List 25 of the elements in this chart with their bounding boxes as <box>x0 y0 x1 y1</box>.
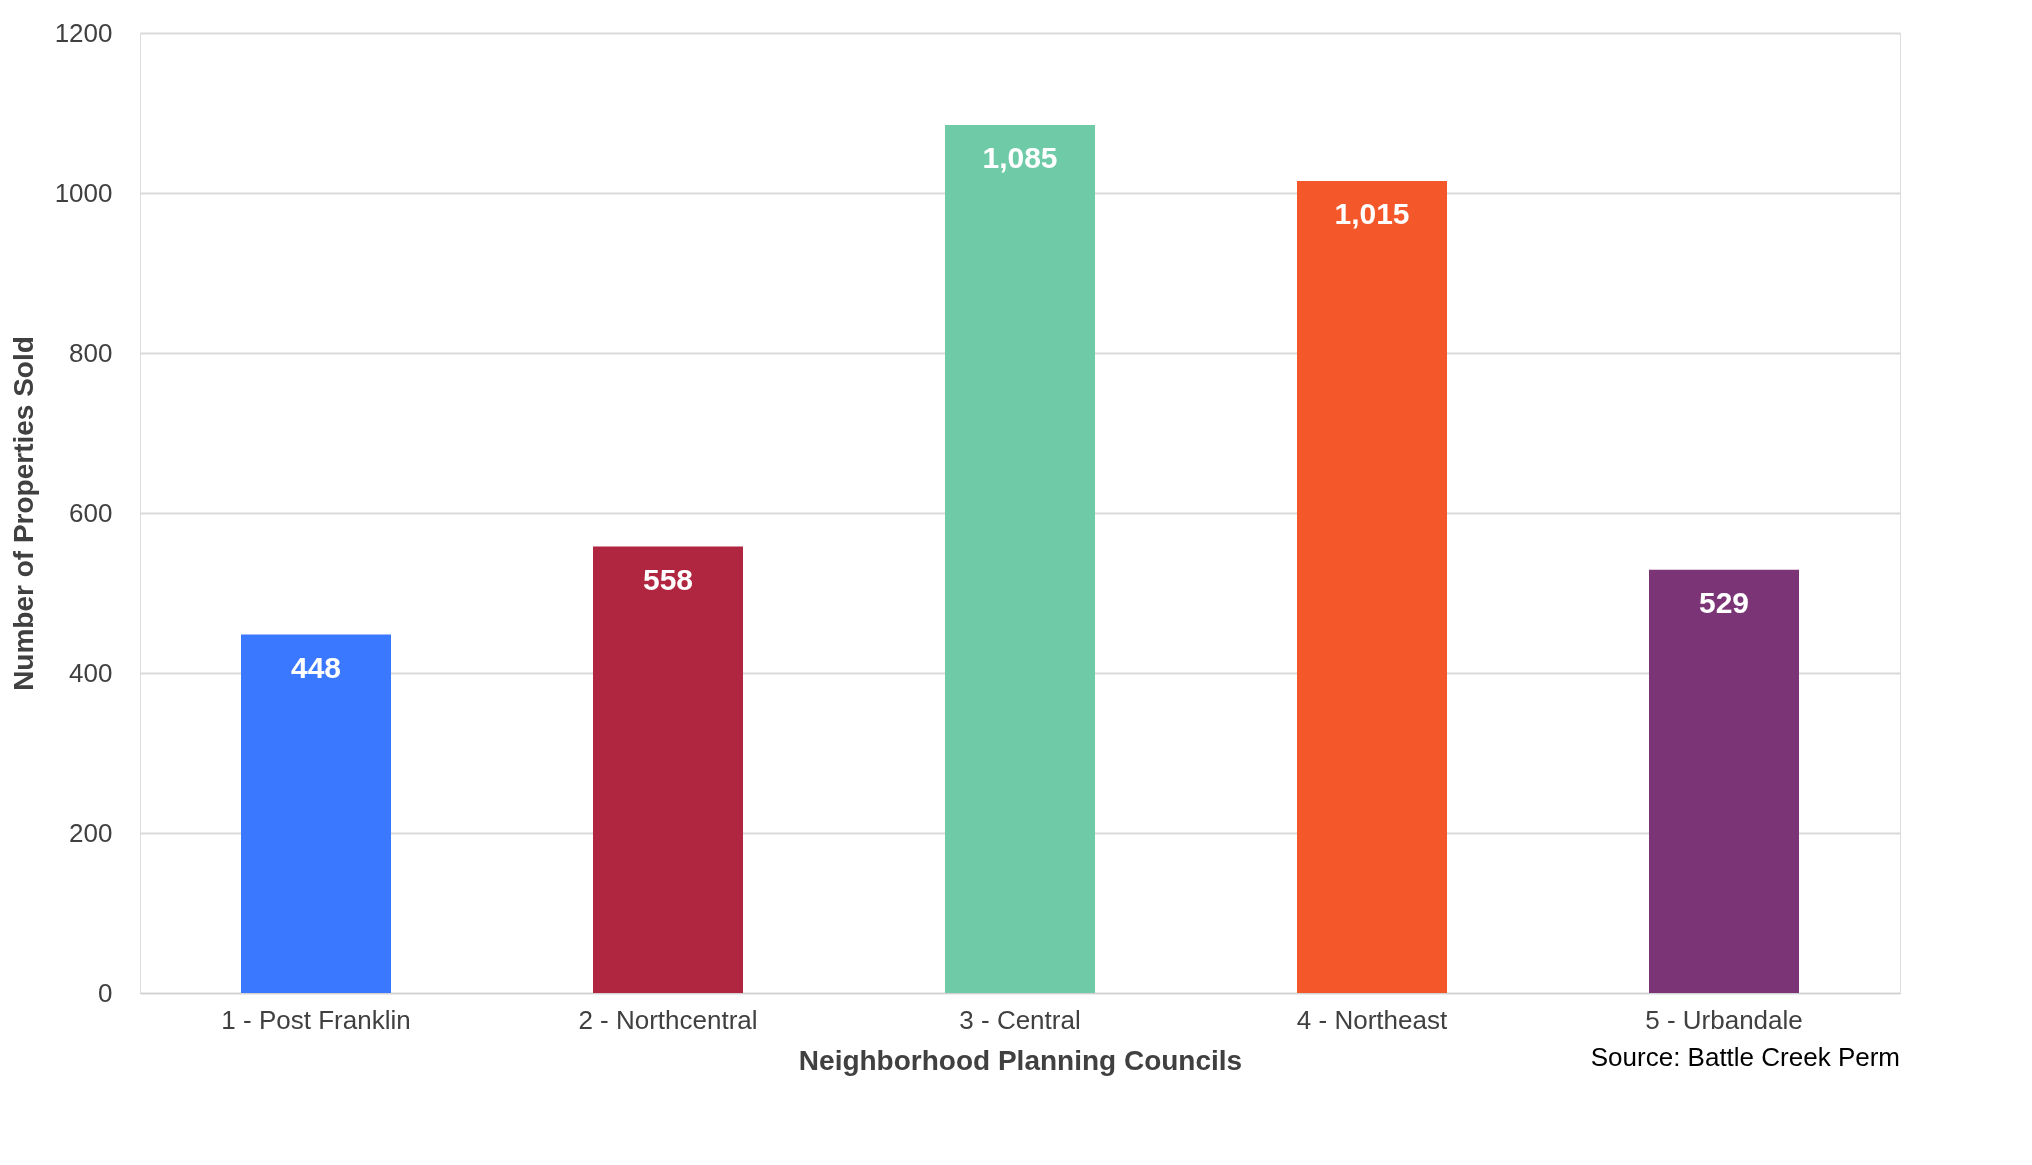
y-tick-label: 400 <box>69 657 113 688</box>
x-tick-label: 1 - Post Franklin <box>221 1004 411 1035</box>
y-tick-label: 800 <box>69 337 113 368</box>
x-tick-label: 5 - Urbandale <box>1645 1004 1803 1035</box>
bar <box>241 634 391 993</box>
y-tick-label: 0 <box>98 977 113 1008</box>
x-tick-label: 3 - Central <box>959 1004 1081 1035</box>
x-axis-title: Neighborhood Planning Councils <box>798 1044 1243 1076</box>
y-tick-label: 1200 <box>54 17 113 48</box>
bar <box>1649 569 1799 993</box>
data-label: 1,085 <box>982 141 1058 174</box>
source-note: Source: Battle Creek Perm <box>1590 1042 1900 1072</box>
bar <box>945 125 1095 993</box>
x-tick-label: 2 - Northcentral <box>578 1004 758 1035</box>
data-label: 558 <box>642 562 694 596</box>
x-tick-label: 4 - Northeast <box>1296 1004 1448 1035</box>
data-label: 1,015 <box>1334 197 1410 230</box>
y-tick-label: 1000 <box>54 177 113 208</box>
data-label: 529 <box>1698 585 1750 619</box>
bar <box>1297 181 1447 993</box>
y-tick-label: 600 <box>69 497 113 528</box>
data-label: 448 <box>290 650 342 684</box>
bar <box>593 546 743 993</box>
y-tick-label: 200 <box>69 817 113 848</box>
y-axis-title: Number of Properties Sold <box>7 336 39 691</box>
